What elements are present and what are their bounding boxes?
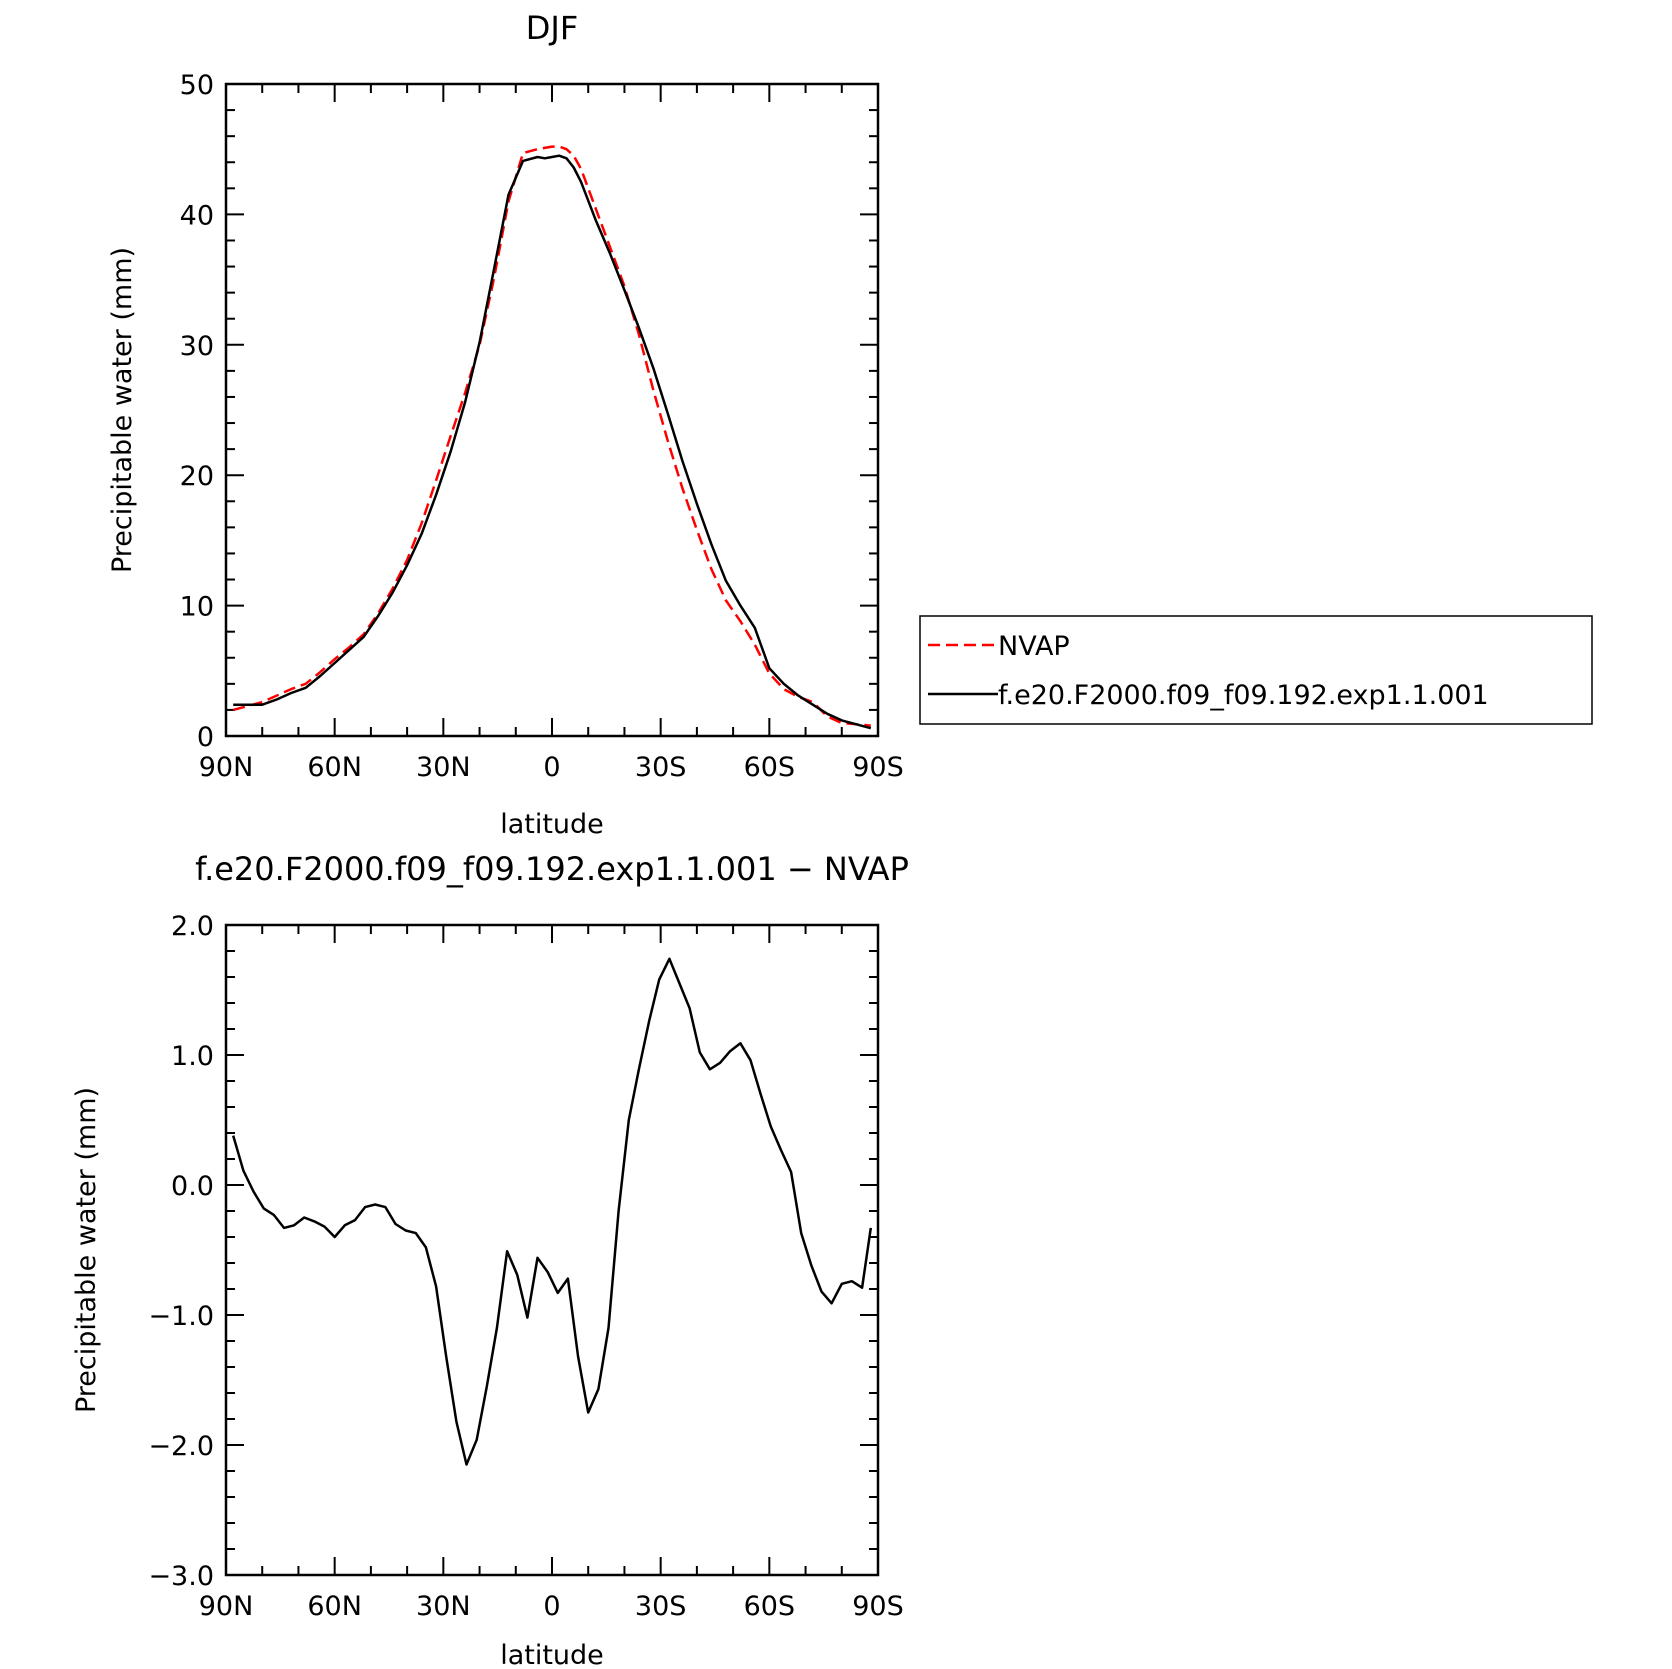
bottom-x-tick-label: 60N: [307, 1591, 362, 1622]
top-x-tick-label: 0: [543, 752, 560, 783]
bottom-plot-frame: [224, 923, 880, 1577]
bottom-series-group: [231, 957, 873, 1466]
bottom-y-tick-label: −3.0: [148, 1561, 214, 1592]
top-x-ticks: 90N 60N 30N 0 30S 60S 90S: [199, 84, 904, 783]
bottom-x-tick-label: 30S: [635, 1591, 687, 1622]
top-y-tick-label: 30: [180, 331, 214, 362]
bottom-x-tick-label: 0: [543, 1591, 560, 1622]
top-x-tick-label: 90N: [199, 752, 254, 783]
bottom-x-tick-label: 90N: [199, 1591, 254, 1622]
top-x-tick-label: 90S: [852, 752, 904, 783]
top-x-tick-label: 60S: [744, 752, 796, 783]
top-plot-frame: [224, 82, 880, 738]
top-y-tick-label: 40: [180, 200, 214, 231]
bottom-x-ticks: 90N 60N 30N 0 30S 60S 90S: [199, 925, 904, 1622]
bottom-x-tick-label: 60S: [744, 1591, 796, 1622]
legend-label-nvap: NVAP: [998, 631, 1070, 662]
top-y-ticks: 0 10 20 30 40 50: [180, 70, 878, 753]
bottom-x-axis-title: latitude: [500, 1640, 604, 1669]
bottom-y-ticks: 2.0 1.0 0.0 −1.0 −2.0 −3.0: [148, 911, 878, 1592]
top-x-tick-label: 60N: [307, 752, 362, 783]
top-y-tick-label: 50: [180, 70, 214, 101]
bottom-y-axis-title: Precipitable water (mm): [71, 1087, 102, 1413]
legend: NVAP f.e20.F2000.f09_f09.192.exp1.1.001: [919, 615, 1593, 725]
bottom-panel: f.e20.F2000.f09_f09.192.exp1.1.001 − NVA…: [71, 850, 909, 1669]
top-y-tick-label: 10: [180, 592, 214, 623]
bottom-y-tick-label: 1.0: [171, 1041, 214, 1072]
bottom-x-tick-label: 30N: [416, 1591, 471, 1622]
bottom-y-tick-label: 0.0: [171, 1171, 214, 1202]
top-x-tick-label: 30N: [416, 752, 471, 783]
top-x-axis-title: latitude: [500, 809, 604, 840]
bottom-series-line-difference: [231, 957, 873, 1466]
top-panel: DJF 90N 60N 30N 0 30S 60S 90S 0 10 20 30 40 50 lati…: [107, 9, 904, 840]
bottom-plot-title: f.e20.F2000.f09_f09.192.exp1.1.001 − NVA…: [195, 850, 909, 888]
top-x-tick-label: 30S: [635, 752, 687, 783]
bottom-x-tick-label: 90S: [852, 1591, 904, 1622]
bottom-y-tick-label: −2.0: [148, 1431, 214, 1462]
top-series-line-nvap: [232, 145, 871, 727]
top-y-axis-title: Precipitable water (mm): [107, 247, 138, 573]
bottom-y-tick-label: −1.0: [148, 1301, 214, 1332]
bottom-y-tick-label: 2.0: [171, 911, 214, 942]
top-y-tick-label: 20: [180, 461, 214, 492]
legend-label-model: f.e20.F2000.f09_f09.192.exp1.1.001: [998, 680, 1489, 711]
top-series-group: [232, 145, 872, 730]
legend-box: [919, 615, 1593, 725]
top-y-tick-label: 0: [197, 722, 214, 753]
top-series-line-f-e20-f2000-f09-f09-192-exp1-1-001: [233, 154, 872, 730]
top-plot-title: DJF: [526, 9, 578, 47]
